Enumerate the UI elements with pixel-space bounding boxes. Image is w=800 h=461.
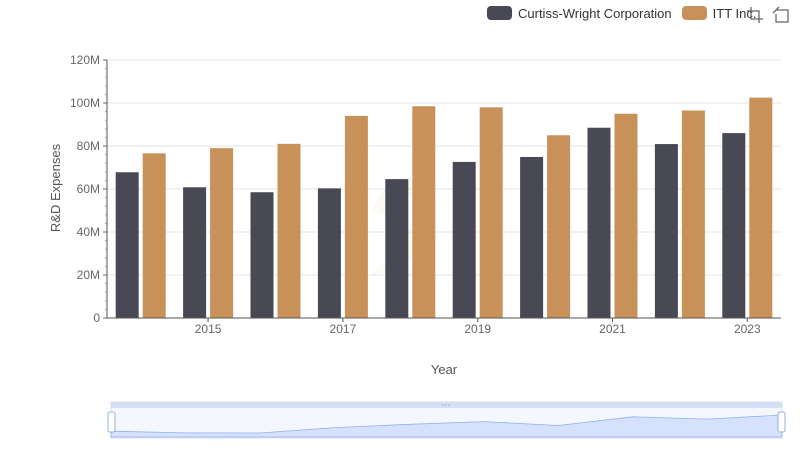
legend-label-itt: ITT Inc. (712, 5, 757, 21)
y-tick-label: 40M (77, 225, 100, 239)
y-axis-label: R&D Expenses (48, 143, 63, 232)
bar-series (115, 97, 773, 319)
x-tick-label: 2019 (464, 322, 491, 336)
bar-curtiss-wright-2021[interactable] (587, 127, 611, 318)
bar-curtiss-wright-2014[interactable] (115, 172, 139, 318)
bar-curtiss-wright-2016[interactable] (250, 192, 274, 318)
bar-itt-2022[interactable] (681, 110, 705, 319)
y-tick-label: 100M (70, 96, 100, 110)
x-axis-ticks: 2015 2017 2019 2021 2023 (195, 318, 761, 336)
bar-curtiss-wright-2018[interactable] (385, 179, 409, 318)
data-zoom-left-handle[interactable] (107, 411, 116, 433)
bar-itt-2023[interactable] (749, 97, 773, 318)
data-zoom-grip-icon[interactable] (442, 404, 450, 406)
x-axis-label: Year (431, 362, 458, 377)
data-zoom-slider[interactable] (107, 401, 786, 439)
y-tick-label: 60M (77, 182, 100, 196)
legend-swatch-curtiss-wright (487, 6, 512, 20)
y-axis-ticks: 0 20M 40M 60M 80M 100M 120M (70, 53, 107, 325)
bar-curtiss-wright-2019[interactable] (452, 161, 476, 318)
y-tick-label: 0 (93, 311, 100, 325)
zoom-icon[interactable] (746, 6, 764, 24)
bar-curtiss-wright-2023[interactable] (722, 133, 746, 318)
restore-icon[interactable] (772, 6, 790, 24)
bar-itt-2015[interactable] (210, 148, 234, 318)
legend: Curtiss-Wright Corporation ITT Inc. (487, 4, 756, 22)
y-tick-label: 120M (70, 53, 100, 67)
x-tick-label: 2023 (734, 322, 761, 336)
bar-itt-2016[interactable] (277, 143, 301, 318)
data-zoom-right-handle[interactable] (777, 411, 786, 433)
bar-curtiss-wright-2022[interactable] (654, 144, 678, 318)
x-tick-label: 2021 (599, 322, 626, 336)
legend-item-curtiss-wright[interactable]: Curtiss-Wright Corporation (487, 6, 672, 21)
bar-curtiss-wright-2020[interactable] (520, 156, 544, 318)
x-tick-label: 2017 (330, 322, 357, 336)
bar-itt-2017[interactable] (344, 115, 368, 319)
legend-label-curtiss-wright: Curtiss-Wright Corporation (518, 5, 672, 21)
y-tick-label: 80M (77, 139, 100, 153)
bar-itt-2021[interactable] (614, 113, 638, 318)
toolbox (746, 6, 790, 24)
y-tick-label: 20M (77, 268, 100, 282)
bar-itt-2020[interactable] (547, 135, 571, 318)
bar-itt-2019[interactable] (479, 107, 503, 318)
bar-curtiss-wright-2015[interactable] (183, 187, 207, 318)
grid-lines (107, 59, 781, 276)
legend-item-itt[interactable]: ITT Inc. (681, 5, 757, 21)
bar-curtiss-wright-2017[interactable] (317, 188, 341, 318)
bar-itt-2018[interactable] (412, 106, 436, 318)
bar-itt-2014[interactable] (142, 153, 166, 318)
legend-swatch-itt (681, 6, 707, 20)
x-tick-label: 2015 (195, 322, 222, 336)
